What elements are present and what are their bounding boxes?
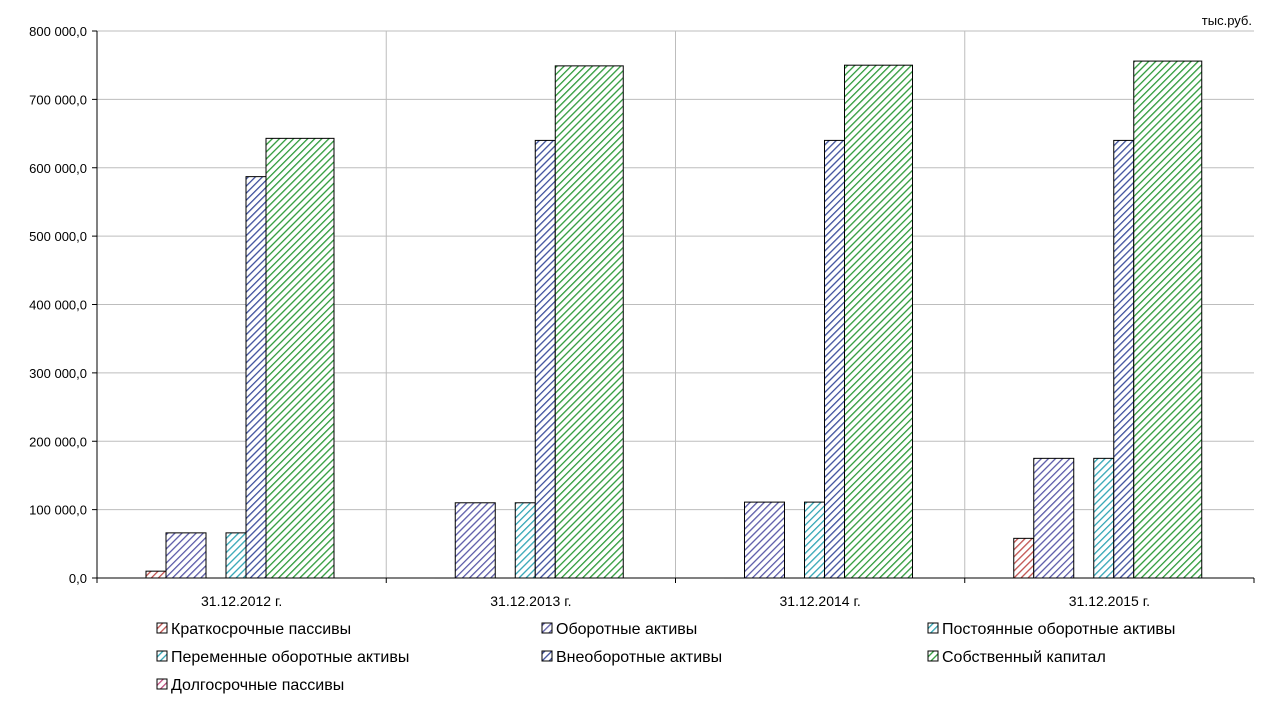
x-tick-label: 31.12.2012 г. bbox=[201, 593, 282, 609]
y-tick-label: 700 000,0 bbox=[29, 92, 87, 107]
bar bbox=[1133, 60, 1203, 579]
legend-item: Оборотные активы bbox=[541, 621, 697, 638]
legend-item: Краткосрочные пассивы bbox=[156, 621, 351, 638]
bar bbox=[245, 176, 267, 579]
bar bbox=[554, 65, 624, 579]
y-tick-label: 400 000,0 bbox=[29, 298, 87, 313]
bar bbox=[165, 532, 207, 579]
legend-swatch bbox=[541, 650, 553, 662]
legend-label: Оборотные активы bbox=[556, 621, 697, 638]
bar bbox=[1013, 537, 1035, 579]
legend-label: Внеоборотные активы bbox=[556, 649, 722, 666]
bar bbox=[534, 139, 556, 579]
y-tick-label: 800 000,0 bbox=[29, 24, 87, 39]
y-tick-label: 500 000,0 bbox=[29, 229, 87, 244]
bar bbox=[824, 139, 845, 579]
bar bbox=[454, 502, 496, 579]
legend-label: Собственный капитал bbox=[942, 649, 1106, 666]
bar bbox=[844, 64, 913, 579]
bar bbox=[1033, 457, 1075, 579]
bars bbox=[145, 60, 1203, 579]
legend-item: Собственный капитал bbox=[927, 649, 1106, 666]
bar bbox=[514, 502, 536, 579]
legend-label: Краткосрочные пассивы bbox=[171, 621, 351, 638]
legend: Краткосрочные пассивы Оборотные активы Пос… bbox=[156, 621, 1175, 694]
legend-swatch bbox=[927, 650, 939, 662]
legend-swatch bbox=[156, 678, 168, 690]
y-tick-label: 600 000,0 bbox=[29, 161, 87, 176]
legend-item: Внеоборотные активы bbox=[541, 649, 722, 666]
bar bbox=[265, 137, 335, 579]
legend-item: Постоянные оборотные активы bbox=[927, 621, 1175, 638]
x-tick-label: 31.12.2013 г. bbox=[490, 593, 571, 609]
y-tick-label: 0,0 bbox=[69, 571, 87, 586]
y-tick-label: 100 000,0 bbox=[29, 503, 87, 518]
bar bbox=[1113, 139, 1135, 579]
legend-swatch bbox=[541, 622, 553, 634]
axes: 0,0 100 000,0 200 000,0 300 000,0 400 000,0 5… bbox=[29, 24, 1255, 609]
legend-item: Долгосрочные пассивы bbox=[156, 677, 344, 694]
bar bbox=[1093, 457, 1115, 579]
bar bbox=[804, 501, 825, 579]
bar bbox=[145, 570, 167, 579]
legend-swatch bbox=[156, 650, 168, 662]
legend-label: Переменные оборотные активы bbox=[171, 649, 409, 666]
bar bbox=[225, 532, 247, 579]
legend-swatch bbox=[927, 622, 939, 634]
legend-swatch bbox=[156, 622, 168, 634]
y-tick-label: 300 000,0 bbox=[29, 366, 87, 381]
x-tick-label: 31.12.2015 г. bbox=[1069, 593, 1150, 609]
legend-label: Постоянные оборотные активы bbox=[942, 621, 1175, 638]
legend-label: Долгосрочные пассивы bbox=[171, 677, 344, 694]
bar bbox=[744, 501, 785, 579]
x-tick-label: 31.12.2014 г. bbox=[780, 593, 861, 609]
unit-label: тыс.руб. bbox=[1202, 13, 1252, 28]
y-tick-label: 200 000,0 bbox=[29, 434, 87, 449]
legend-item: Переменные оборотные активы bbox=[156, 649, 409, 666]
